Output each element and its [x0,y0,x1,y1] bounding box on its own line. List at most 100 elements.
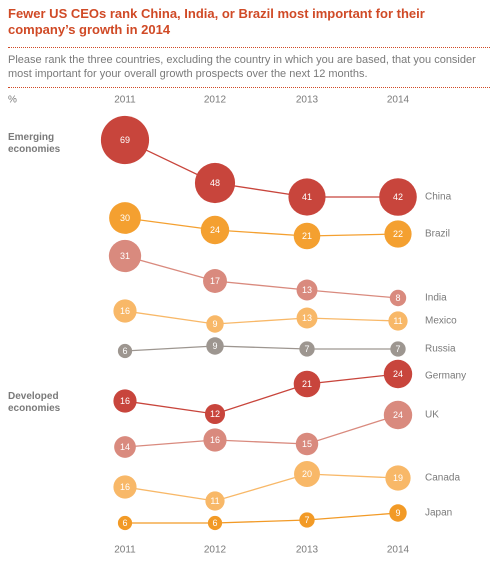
bubble [100,115,150,165]
x-tick-label: 2011 [114,95,136,106]
value-label: 41 [302,192,312,202]
bubble [389,289,407,307]
value-label: 7 [304,344,309,354]
value-label: 6 [122,346,127,356]
x-tick-label: 2013 [296,545,319,556]
value-label: 21 [302,379,312,389]
value-label: 30 [120,213,130,223]
value-label: 6 [122,518,127,528]
series-label: Brazil [425,229,450,240]
value-label: 14 [120,442,130,452]
chart-subtitle: Please rank the three countries, excludi… [8,54,476,80]
bubble [203,428,227,452]
chart-title: Fewer US CEOs rank China, India, or Braz… [8,6,425,37]
bubble [383,359,413,389]
bubble [288,178,326,216]
value-label: 6 [212,518,217,528]
value-label: 19 [393,473,403,483]
bubble [299,512,315,528]
series-label: UK [425,410,439,421]
bubble [113,299,137,323]
value-label: 24 [210,225,220,235]
bubble [113,389,137,413]
bubble [296,279,318,301]
series-label: Japan [425,508,452,519]
x-tick-label: 2012 [204,95,227,106]
value-label: 11 [210,496,219,506]
bubble [299,341,315,357]
bubble [113,475,137,499]
series-label: Germany [425,371,466,382]
group-label: Emerging economies [8,132,61,155]
value-label: 24 [393,369,403,379]
x-tick-label: 2014 [387,545,410,556]
bubble [206,337,224,355]
series-line [124,345,398,352]
value-label: 20 [302,469,312,479]
value-label: 12 [210,409,220,419]
bubble [379,178,417,216]
value-label: 42 [393,192,403,202]
value-label: 7 [395,344,400,354]
value-label: 69 [120,135,130,145]
rule [8,87,490,88]
value-label: 13 [302,285,312,295]
series-line [124,255,399,299]
value-label: 24 [393,410,403,420]
value-label: 31 [120,251,130,261]
series-label: Mexico [425,316,457,327]
x-tick-label: 2011 [114,545,136,556]
value-label: 16 [120,482,130,492]
value-label: 7 [304,515,309,525]
bubble [114,436,136,458]
bubble [388,311,408,331]
series-line [125,512,399,524]
value-label: 11 [393,316,402,326]
bubble [293,222,321,250]
series-label: Canada [425,473,460,484]
x-tick-label: 2014 [387,95,410,106]
value-label: 9 [212,341,217,351]
bubble [385,465,411,491]
bubble [108,239,142,273]
unit-label: % [8,95,17,106]
bubble [389,504,407,522]
bubble [117,343,133,359]
series-line [124,473,399,502]
value-label: 9 [212,319,217,329]
value-label: 17 [210,276,220,286]
x-tick-label: 2012 [204,545,227,556]
bubble [383,400,413,430]
series-line [124,414,399,448]
series-label: India [425,293,447,304]
series-label: China [425,192,452,203]
value-label: 21 [302,231,312,241]
bubble [205,491,225,511]
bubble [294,461,320,487]
bubble [390,341,406,357]
bubble [117,515,133,531]
series-label: Russia [425,344,456,355]
bubble [203,269,227,293]
series-line [124,373,399,415]
bubble [207,515,223,531]
rule [8,47,490,48]
bubble [295,432,319,456]
bubble [194,162,236,204]
x-tick-label: 2013 [296,95,319,106]
value-label: 16 [120,306,130,316]
bubble [204,403,226,425]
value-label: 16 [210,435,220,445]
group-label: Developed economies [8,391,61,414]
value-label: 16 [120,396,130,406]
bubble [384,220,412,248]
value-label: 9 [395,508,400,518]
bubble [109,202,141,234]
value-label: 13 [302,313,312,323]
bubble [200,215,230,245]
value-label: 15 [302,439,312,449]
value-label: 48 [210,178,220,188]
series-line [124,310,399,325]
